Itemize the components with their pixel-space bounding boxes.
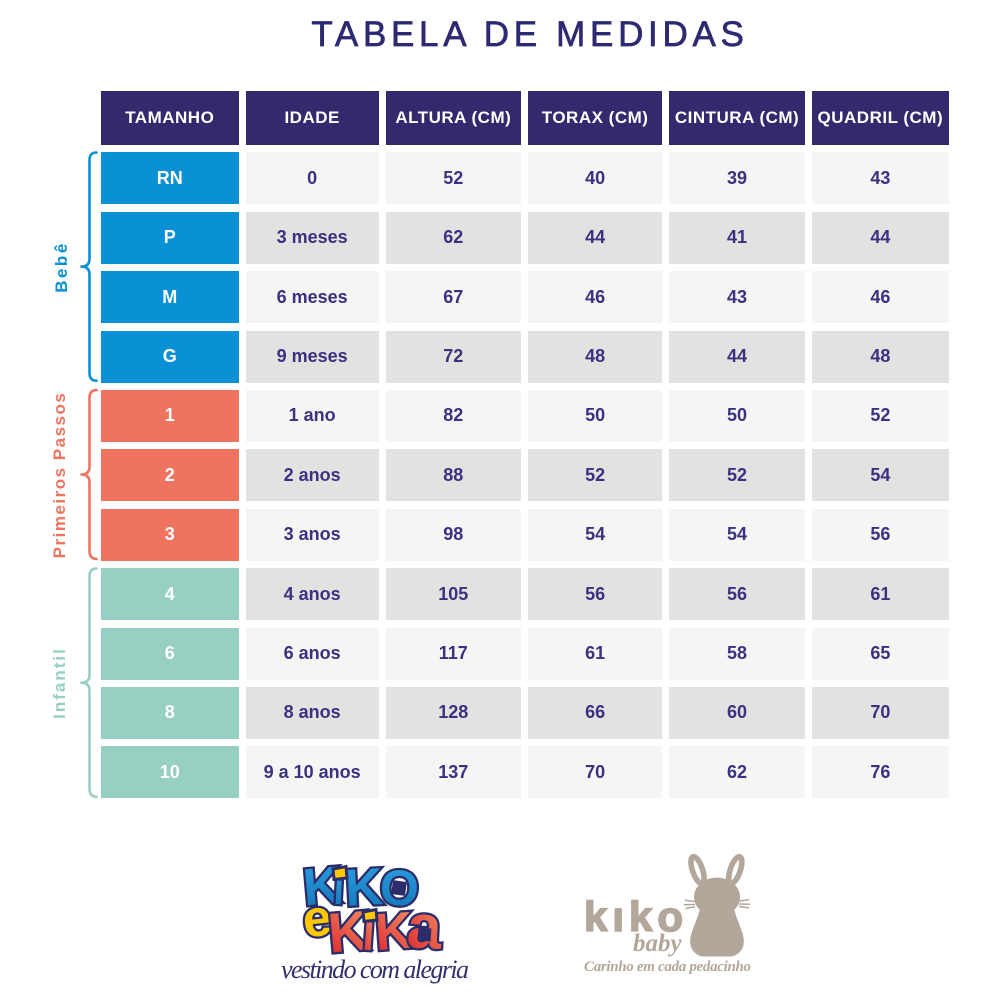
svg-text:I: I: [333, 874, 344, 912]
svg-text:K: K: [325, 898, 371, 964]
svg-text:Carinho em cada pedacinho: Carinho em cada pedacinho: [584, 959, 751, 975]
svg-text:baby: baby: [633, 930, 683, 957]
svg-text:K: K: [344, 858, 385, 918]
svg-text:I: I: [361, 915, 375, 960]
svg-text:e: e: [300, 889, 335, 950]
svg-text:a: a: [405, 892, 444, 963]
svg-text:K: K: [301, 856, 344, 917]
svg-text:O: O: [379, 859, 421, 917]
svg-text:vestindo com alegria: vestindo com alegria: [281, 955, 469, 984]
svg-text:kıko: kıko: [584, 893, 688, 940]
svg-text:K: K: [373, 902, 415, 963]
